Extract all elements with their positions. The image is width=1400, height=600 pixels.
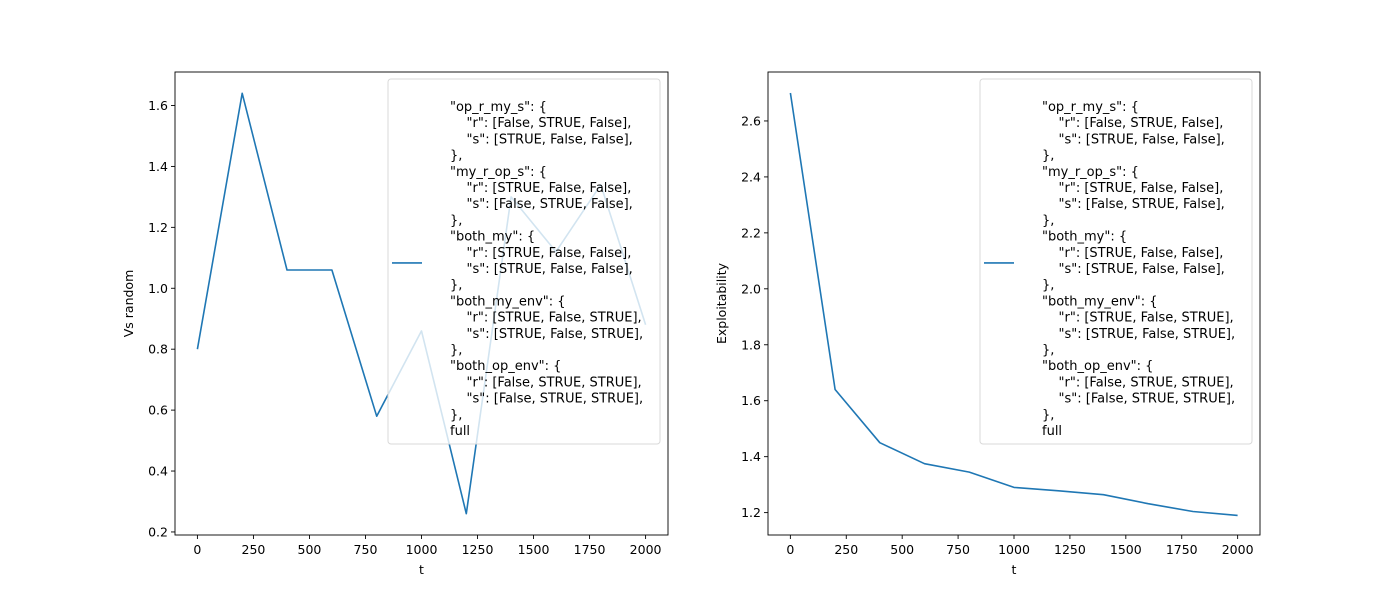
legend-text-line: "s": [False, STRUE, STRUE], [1042,392,1235,407]
x-tick-label: 0 [193,542,201,557]
legend-text-line: }, [1042,149,1054,164]
x-tick-label: 1750 [1166,542,1198,557]
y-tick-label: 0.4 [148,464,168,479]
legend-text-line: }, [450,149,462,164]
legend-text-line: "s": [STRUE, False, False], [450,132,633,147]
legend-text-line: "r": [False, STRUE, False], [1042,116,1223,131]
x-axis-label: t [1012,562,1017,577]
x-tick-label: 1750 [574,542,606,557]
legend-text-line: "r": [STRUE, False, False], [450,181,631,196]
y-tick-label: 1.0 [148,281,168,296]
legend-text-line: "s": [False, STRUE, STRUE], [450,392,643,407]
legend-text-line: }, [1042,213,1054,228]
x-tick-label: 1000 [406,542,438,557]
legend-text-line: "op_r_my_s": { [450,100,547,115]
y-tick-label: 0.8 [148,342,168,357]
x-axis-label: t [419,562,424,577]
x-tick-label: 1000 [998,542,1030,557]
legend-text-line: "both_op_env": { [1042,359,1153,374]
legend-text-line: "both_my_env": { [450,294,566,309]
chart-vs-random: 0 250 500 750 1000 1250 1500 1750 2000 0.2 0.4 0.6 0… [121,71,669,577]
legend-text-line: "both_my_env": { [1042,294,1158,309]
y-tick-label: 0.2 [148,524,168,539]
legend-text-line: "both_my": { [1042,230,1127,245]
legend-text-line: "s": [False, STRUE, False], [1042,197,1225,212]
y-tick-label: 0.6 [148,403,168,418]
x-tick-label: 750 [354,542,378,557]
legend-box [979,78,1253,445]
x-tick-label: 750 [946,542,970,557]
legend: "op_r_my_s": { "r": [False, STRUE, False… [387,78,661,445]
x-tick-label: 1500 [518,542,550,557]
legend-text-line: "op_r_my_s": { [1042,100,1139,115]
legend-text-line: "s": [STRUE, False, False], [450,262,633,277]
legend-text-line: "s": [STRUE, False, False], [1042,262,1225,277]
y-tick-label: 1.6 [741,393,761,408]
x-tick-label: 1250 [462,542,494,557]
legend-text-line: }, [450,278,462,293]
y-tick-label: 2.6 [741,113,761,128]
legend-text-line: full [1042,424,1062,439]
x-tick-label: 2000 [630,542,662,557]
legend-text-line: "both_my": { [450,230,535,245]
legend-text-line: "s": [STRUE, False, STRUE], [450,327,643,342]
y-tick-label: 2.2 [741,225,761,240]
legend-text-line: "my_r_op_s": { [450,165,547,180]
y-axis-label: Exploitability [714,262,729,344]
legend-box [387,78,661,445]
x-tick-label: 500 [890,542,914,557]
legend-text-line: "r": [STRUE, False, STRUE], [450,311,642,326]
x-tick-label: 500 [298,542,322,557]
legend-text-line: "r": [STRUE, False, False], [1042,181,1223,196]
legend-text-line: "r": [False, STRUE, STRUE], [450,375,642,390]
y-tick-label: 1.2 [148,220,168,235]
legend-text-line: }, [450,213,462,228]
x-tick-label: 2000 [1222,542,1254,557]
y-tick-label: 1.8 [741,337,761,352]
legend-text-line: full [450,424,470,439]
y-tick-label: 1.6 [148,98,168,113]
chart-exploitability: 0 250 500 750 1000 1250 1500 1750 2000 1.2 1.4 1.6 1… [714,71,1261,577]
x-tick-label: 1500 [1110,542,1142,557]
y-axis-label: Vs random [121,270,136,338]
legend-text-line: "s": [STRUE, False, STRUE], [1042,327,1235,342]
legend-text-line: }, [1042,408,1054,423]
x-tick-label: 1250 [1054,542,1086,557]
x-tick-label: 0 [786,542,794,557]
legend-text-line: "r": [STRUE, False, False], [1042,246,1223,261]
legend-text-line: }, [450,343,462,358]
legend-text-line: }, [1042,278,1054,293]
legend-text-line: }, [450,408,462,423]
legend-text-line: "both_op_env": { [450,359,561,374]
legend-text-line: "r": [STRUE, False, False], [450,246,631,261]
y-tick-label: 1.4 [148,159,168,174]
legend: "op_r_my_s": { "r": [False, STRUE, False… [979,78,1253,445]
legend-text-line: "r": [STRUE, False, STRUE], [1042,311,1234,326]
legend-text-line: }, [1042,343,1054,358]
series-line [789,92,1238,517]
x-tick-label: 250 [834,542,858,557]
y-tick-label: 1.4 [741,449,761,464]
legend-text-line: "s": [False, STRUE, False], [450,197,633,212]
legend-text-line: "my_r_op_s": { [1042,165,1139,180]
y-tick-label: 1.2 [741,505,761,520]
y-tick-label: 2.0 [741,281,761,296]
y-tick-label: 2.4 [741,169,761,184]
legend-text-line: "r": [False, STRUE, STRUE], [1042,375,1234,390]
legend-text-line: "r": [False, STRUE, False], [450,116,631,131]
x-tick-label: 250 [242,542,266,557]
legend-text-line: "s": [STRUE, False, False], [1042,132,1225,147]
